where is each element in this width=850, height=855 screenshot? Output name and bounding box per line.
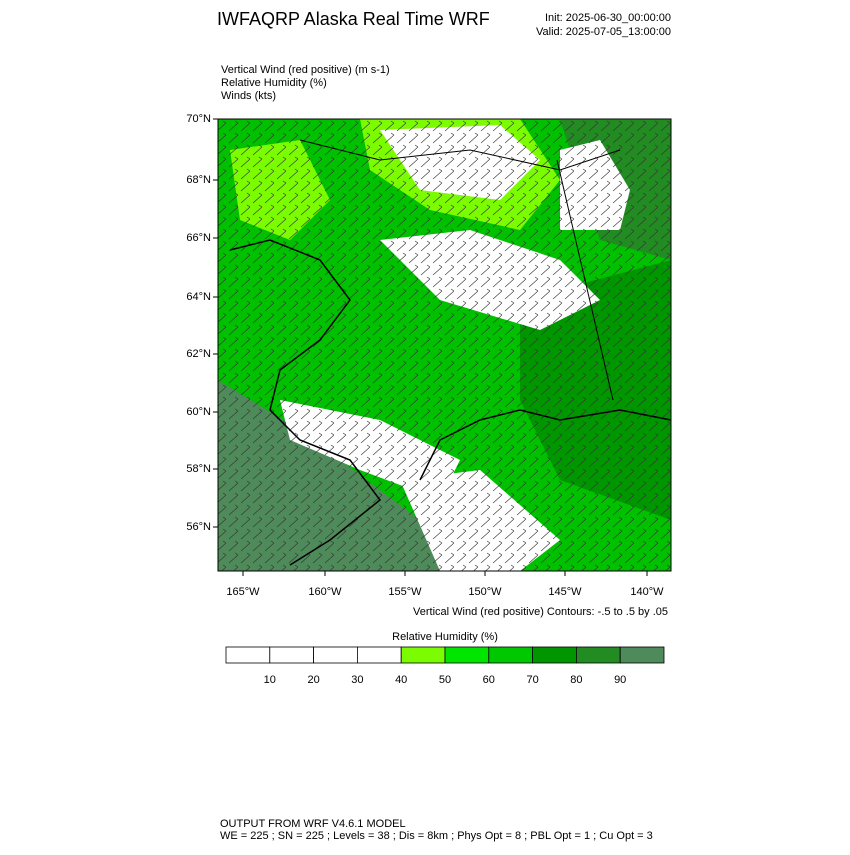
lon-label: 140°W (630, 586, 664, 598)
colorbar: 10 20 30 40 50 60 70 80 90 (225, 646, 665, 686)
map (218, 119, 671, 571)
footer-line: OUTPUT FROM WRF V4.6.1 MODEL (220, 818, 406, 830)
lon-label: 155°W (388, 586, 422, 598)
lat-label: 58°N (186, 463, 211, 475)
colorbar-label: 90 (614, 674, 626, 686)
valid: Valid: 2025-07-05_13:00:00 (536, 26, 671, 38)
field-label: Winds (kts) (221, 90, 276, 102)
colorbar-box (356, 646, 402, 664)
lat-label: 64°N (186, 291, 211, 303)
colorbar-box (269, 646, 314, 664)
colorbar-box (576, 646, 621, 664)
field-label: Vertical Wind (red positive) (m s-1) (221, 64, 390, 76)
colorbar-box (225, 646, 271, 664)
colorbar-box (488, 646, 533, 664)
map-frame (217, 118, 672, 572)
init: Init: 2025-06-30_00:00:00 (545, 12, 671, 24)
lon-label: 145°W (548, 586, 582, 598)
lat-label: 68°N (186, 174, 211, 186)
colorbar-label: 80 (570, 674, 582, 686)
lat-label: 56°N (186, 521, 211, 533)
lon-label: 150°W (468, 586, 502, 598)
colorbar-label: 70 (526, 674, 538, 686)
lat-labels: 70°N 68°N 66°N 64°N 62°N 60°N 58°N 56°N (186, 113, 218, 533)
lat-label: 66°N (186, 232, 211, 244)
colorbar-label: 20 (307, 674, 319, 686)
colorbar-box (400, 646, 446, 664)
title: IWFAQRP Alaska Real Time WRF (217, 9, 490, 29)
field-label: Relative Humidity (%) (221, 77, 327, 89)
colorbar-box (444, 646, 490, 664)
footer-line: WE = 225 ; SN = 225 ; Levels = 38 ; Dis … (220, 830, 653, 842)
lat-label: 60°N (186, 406, 211, 418)
lat-label: 70°N (186, 113, 211, 125)
lat-label: 62°N (186, 348, 211, 360)
colorbar-label: 40 (395, 674, 407, 686)
lon-labels: 165°W 160°W 155°W 150°W 145°W 140°W (226, 571, 664, 598)
colorbar-box (313, 646, 358, 664)
lon-label: 165°W (226, 586, 260, 598)
colorbar-label: 10 (264, 674, 276, 686)
colorbar-label: 60 (483, 674, 495, 686)
colorbar-label: 50 (439, 674, 451, 686)
colorbar-box (619, 646, 665, 664)
colorbar-title: Relative Humidity (%) (392, 631, 498, 643)
colorbar-box (532, 646, 577, 664)
colorbar-label: 30 (351, 674, 363, 686)
lon-label: 160°W (308, 586, 342, 598)
contour-note: Vertical Wind (red positive) Contours: -… (413, 606, 668, 618)
